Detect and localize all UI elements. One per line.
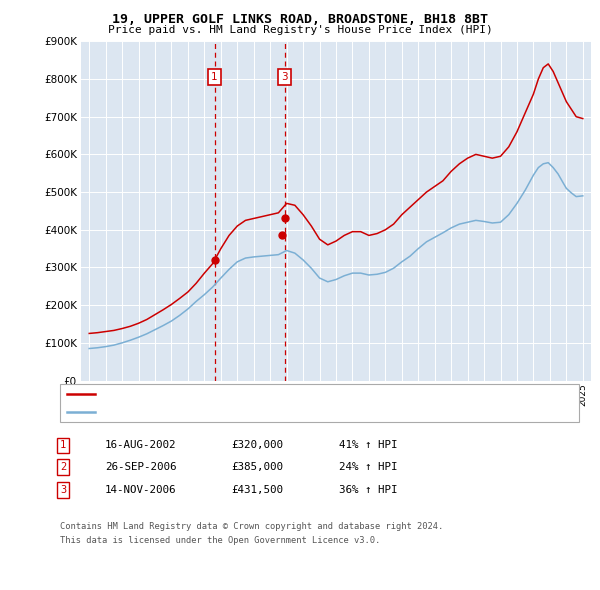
Text: Contains HM Land Registry data © Crown copyright and database right 2024.: Contains HM Land Registry data © Crown c… xyxy=(60,522,443,531)
Text: £320,000: £320,000 xyxy=(231,441,283,450)
Text: 1: 1 xyxy=(211,72,218,82)
Text: 1: 1 xyxy=(60,441,66,450)
Text: Price paid vs. HM Land Registry's House Price Index (HPI): Price paid vs. HM Land Registry's House … xyxy=(107,25,493,35)
Text: This data is licensed under the Open Government Licence v3.0.: This data is licensed under the Open Gov… xyxy=(60,536,380,545)
Text: 26-SEP-2006: 26-SEP-2006 xyxy=(105,463,176,472)
Text: 19, UPPER GOLF LINKS ROAD, BROADSTONE, BH18 8BT: 19, UPPER GOLF LINKS ROAD, BROADSTONE, B… xyxy=(112,13,488,26)
Text: £431,500: £431,500 xyxy=(231,485,283,494)
Text: 19, UPPER GOLF LINKS ROAD, BROADSTONE, BH18 8BT (detached house): 19, UPPER GOLF LINKS ROAD, BROADSTONE, B… xyxy=(100,389,467,398)
Text: 41% ↑ HPI: 41% ↑ HPI xyxy=(339,441,397,450)
Text: 3: 3 xyxy=(281,72,288,82)
Text: 3: 3 xyxy=(60,485,66,494)
Text: 36% ↑ HPI: 36% ↑ HPI xyxy=(339,485,397,494)
Text: HPI: Average price, detached house, Bournemouth Christchurch and Poole: HPI: Average price, detached house, Bour… xyxy=(100,408,502,417)
Text: 24% ↑ HPI: 24% ↑ HPI xyxy=(339,463,397,472)
Text: 16-AUG-2002: 16-AUG-2002 xyxy=(105,441,176,450)
Text: 14-NOV-2006: 14-NOV-2006 xyxy=(105,485,176,494)
Text: £385,000: £385,000 xyxy=(231,463,283,472)
Text: 2: 2 xyxy=(60,463,66,472)
